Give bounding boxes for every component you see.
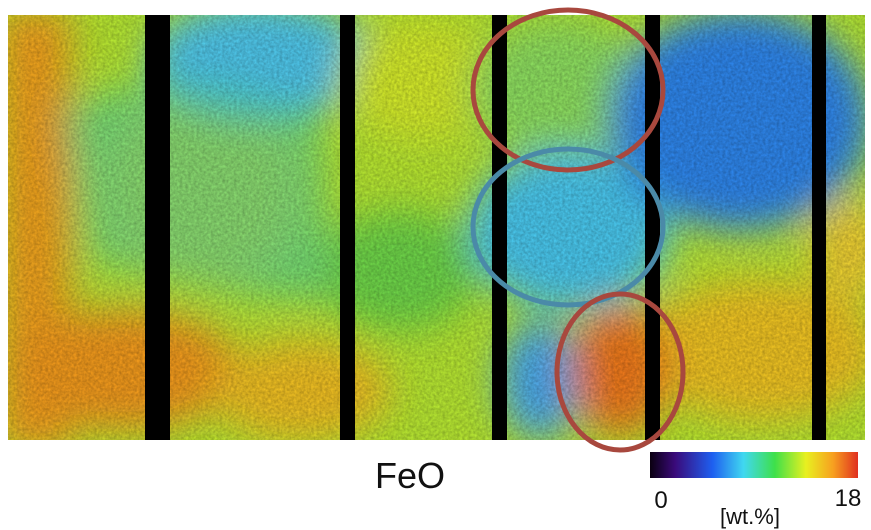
colorbar-unit: [wt.%] [720, 504, 780, 529]
feo-map [0, 0, 871, 450]
figure: FeO 0 18 [wt.%] [0, 0, 871, 530]
page: {"title": "FeO", "colorbar": {"min": 0, … [0, 0, 871, 530]
colorbar [650, 452, 858, 478]
colorbar-min: 0 [654, 487, 667, 514]
map-title: FeO [375, 455, 445, 496]
colorbar-max: 18 [835, 485, 862, 512]
